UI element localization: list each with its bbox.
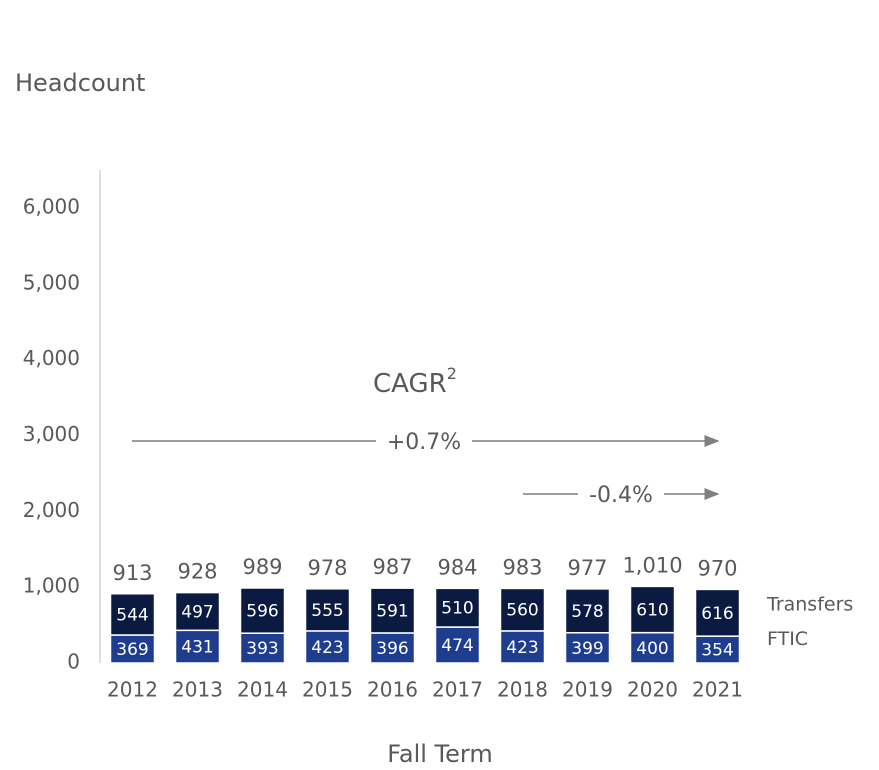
bar-segment <box>434 587 481 628</box>
total-label: 978 <box>307 556 347 580</box>
x-tick-label: 2012 <box>107 678 158 702</box>
bar-segment <box>499 587 546 632</box>
bar-segment <box>629 631 676 664</box>
bar-segment <box>499 630 546 664</box>
segment-label: 560 <box>506 601 538 621</box>
bar-segment <box>109 593 156 636</box>
bar-segment <box>304 588 351 632</box>
bar-segment <box>629 585 676 634</box>
y-tick-label: 5,000 <box>23 270 80 294</box>
bar-segment <box>694 635 741 664</box>
bar-segment <box>369 587 416 634</box>
segment-label: 431 <box>181 638 213 658</box>
x-tick-label: 2016 <box>367 678 418 702</box>
bar-segment <box>564 631 611 664</box>
x-tick-label: 2014 <box>237 678 288 702</box>
bar-segment <box>109 634 156 664</box>
bar-segment <box>694 588 741 637</box>
chart-title: Headcount <box>15 69 145 97</box>
segment-label: 578 <box>571 602 603 622</box>
annotation-sup: 2 <box>447 364 457 383</box>
segment-label: 393 <box>246 639 278 659</box>
total-label: 983 <box>502 555 542 579</box>
bar-segment <box>564 588 611 634</box>
segment-label: 610 <box>636 601 668 621</box>
bar-segment <box>369 632 416 664</box>
x-tick-label: 2018 <box>497 678 548 702</box>
total-label: 913 <box>112 561 152 585</box>
legend-label: Transfers <box>766 593 853 615</box>
x-tick-label: 2015 <box>302 678 353 702</box>
segment-label: 474 <box>441 636 473 656</box>
segment-label: 591 <box>376 602 408 622</box>
bar-segment <box>239 587 286 634</box>
y-tick-label: 0 <box>67 650 80 674</box>
segment-label: 555 <box>311 601 343 621</box>
y-tick-label: 3,000 <box>23 422 80 446</box>
bar-segment <box>174 591 221 632</box>
y-tick-label: 2,000 <box>23 498 80 522</box>
total-label: 970 <box>697 556 737 580</box>
segment-label: 399 <box>571 639 603 659</box>
y-tick-label: 6,000 <box>23 194 80 218</box>
segment-label: 596 <box>246 602 278 622</box>
x-tick-label: 2019 <box>562 678 613 702</box>
segment-label: 510 <box>441 599 473 619</box>
segment-label: 497 <box>181 602 213 622</box>
annotation: CAGR2 <box>373 364 457 399</box>
annotation: +0.7% <box>387 430 461 455</box>
segment-label: 354 <box>701 641 733 661</box>
y-tick-label: 4,000 <box>23 346 80 370</box>
y-tick-label: 1,000 <box>23 574 80 598</box>
x-tick-label: 2020 <box>627 678 678 702</box>
total-label: 1,010 <box>622 553 682 577</box>
segment-label: 396 <box>376 639 408 659</box>
annotation-text: CAGR <box>373 369 447 399</box>
x-tick-label: 2013 <box>172 678 223 702</box>
total-label: 987 <box>372 555 412 579</box>
annotation: -0.4% <box>589 483 653 508</box>
segment-label: 400 <box>636 639 668 659</box>
x-tick-label: 2021 <box>692 678 743 702</box>
total-label: 977 <box>567 556 607 580</box>
segment-label: 616 <box>701 604 733 624</box>
legend-label: FTIC <box>767 628 808 650</box>
total-label: 989 <box>242 555 282 579</box>
segment-label: 544 <box>116 605 148 625</box>
segment-label: 423 <box>311 638 343 658</box>
x-axis-title: Fall Term <box>387 740 492 768</box>
segment-label: 369 <box>116 640 148 660</box>
total-label: 984 <box>437 555 477 579</box>
x-tick-label: 2017 <box>432 678 483 702</box>
total-label: 928 <box>177 560 217 584</box>
segment-label: 423 <box>506 638 538 658</box>
